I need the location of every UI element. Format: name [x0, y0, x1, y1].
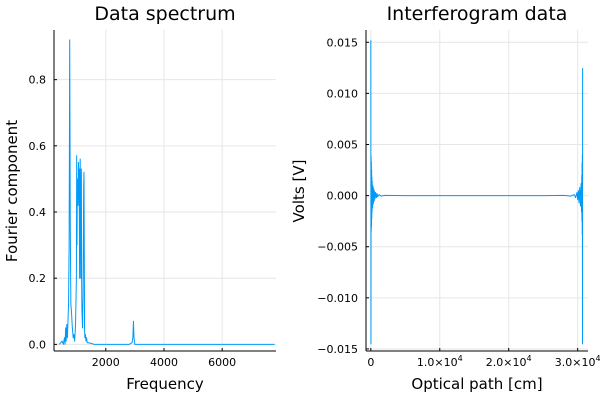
- interferogram-subplot: Interferogram data 0 1.0×104 2.0×104 3.0×10…: [290, 3, 600, 393]
- x-tick-label: 1.0×104: [417, 354, 463, 369]
- spectrum-y-ticks: 0.0 0.2 0.4 0.6 0.8: [29, 74, 57, 351]
- interferogram-series-line: [370, 40, 584, 345]
- y-tick-label: 0.010: [327, 87, 359, 100]
- x-tick-label: 0: [367, 356, 374, 369]
- spectrum-series-line: [58, 39, 275, 345]
- interferogram-title: Interferogram data: [387, 3, 568, 25]
- spectrum-subplot: Data spectrum 2000 4000 6000 0.00.20.40.60…: [3, 3, 276, 393]
- interferogram-y-ticks: −0.015 −0.010 −0.005 0.000 0.005 0.010 0.015: [317, 36, 369, 356]
- spectrum-grid: [54, 30, 276, 351]
- spectrum-title: Data spectrum: [94, 3, 235, 25]
- y-tick-label: 0.6: [29, 140, 47, 153]
- x-tick-label: 3.0×104: [555, 354, 600, 369]
- interferogram-grid: [366, 30, 588, 351]
- y-tick-label: 0.005: [327, 138, 359, 151]
- x-tick-label: 2.0×104: [486, 354, 532, 369]
- y-tick-label: 0.4: [29, 206, 47, 219]
- y-tick-label: 0.2: [29, 272, 47, 285]
- interferogram-x-ticks: 0 1.0×104 2.0×104 3.0×104: [367, 348, 600, 369]
- y-tick-label: −0.015: [317, 343, 358, 356]
- x-tick-label: 6000: [208, 356, 236, 369]
- y-tick-label: 0.8: [29, 74, 47, 87]
- spectrum-y-label: Fourier component: [3, 120, 21, 262]
- x-tick-label: 2000: [92, 356, 120, 369]
- y-tick-label: −0.010: [317, 292, 358, 305]
- y-tick-label: 0.0: [29, 338, 47, 351]
- y-tick-label: −0.005: [317, 241, 358, 254]
- y-tick-label: 0.015: [327, 36, 359, 49]
- interferogram-x-label: Optical path [cm]: [411, 375, 542, 393]
- y-tick-label: 0.000: [327, 190, 359, 203]
- spectrum-x-label: Frequency: [126, 375, 204, 393]
- x-tick-label: 4000: [150, 356, 178, 369]
- spectrum-x-ticks: 2000 4000 6000: [92, 348, 236, 369]
- interferogram-y-label: Volts [V]: [290, 160, 308, 223]
